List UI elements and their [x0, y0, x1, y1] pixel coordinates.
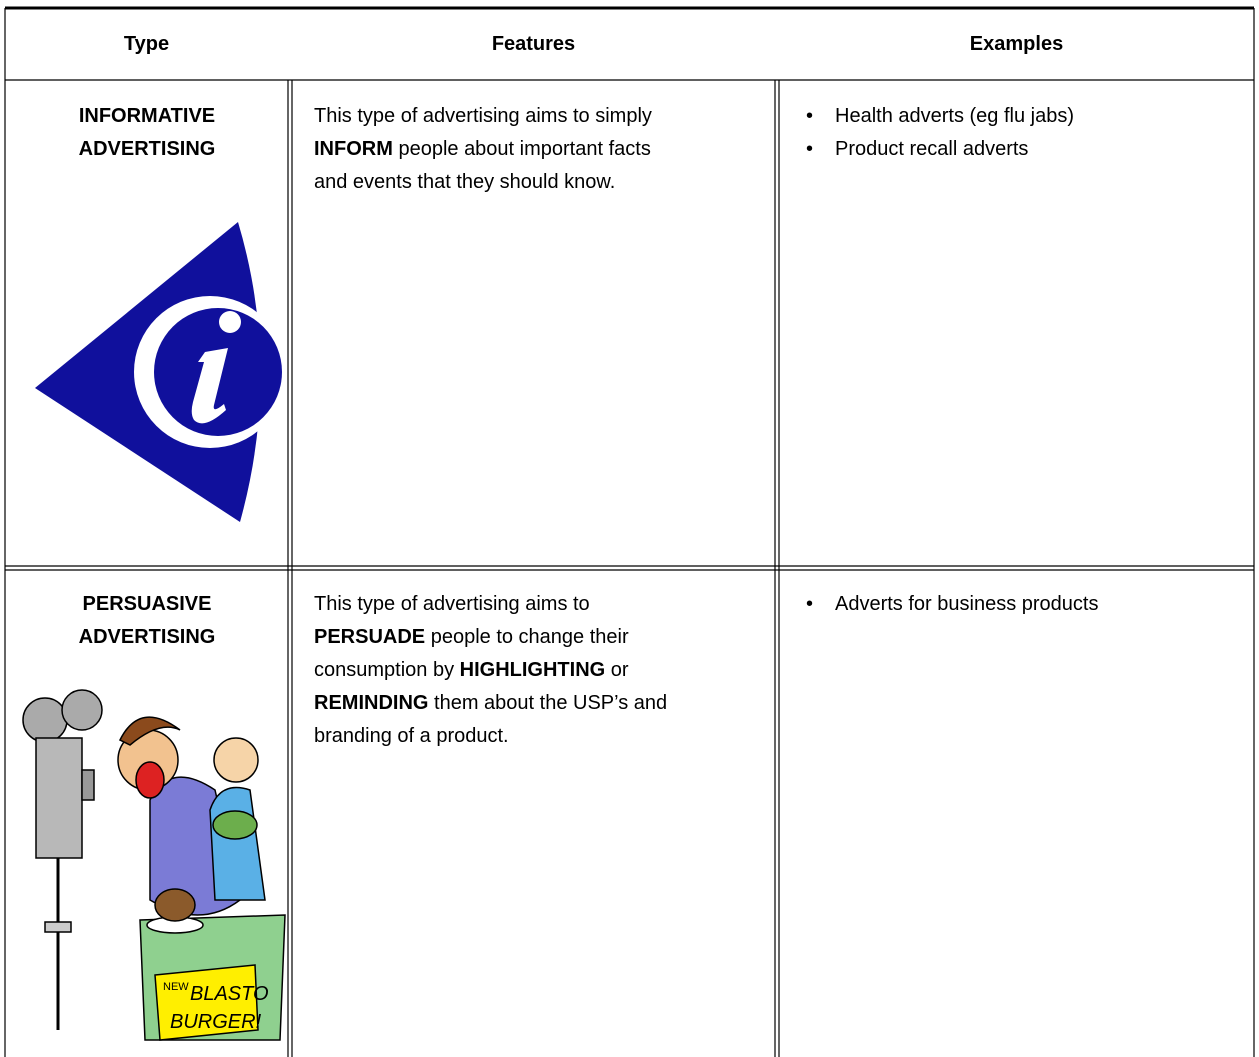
bold-text: REMINDING: [314, 692, 429, 714]
header-cell: Examples: [969, 33, 1064, 55]
info-icon: [35, 222, 286, 522]
text: them about the USP’s and branding of a p…: [314, 692, 668, 747]
type-cell: PERSUASIVE ADVERTISING: [78, 593, 216, 648]
bold-text: HIGHLIGHTING: [459, 659, 606, 681]
bold-text: INFORM: [314, 138, 393, 160]
type-cell: INFORMATIVE ADVERTISING: [78, 105, 216, 160]
text: This type of advertising aims to: [314, 593, 590, 615]
example-item: Health adverts (eg flu jabs): [806, 100, 1226, 133]
text: or: [605, 659, 629, 681]
text: people to change their consumption by: [314, 626, 629, 681]
features-cell: This type of advertising aims to PERSUAD…: [314, 588, 679, 753]
text: people about important facts and events …: [314, 138, 651, 193]
features-cell: This type of advertising aims to simply …: [314, 100, 679, 199]
header-cell: Features: [491, 33, 576, 55]
bold-text: PERSUADE: [314, 626, 426, 648]
examples-cell: Health adverts (eg flu jabs) Product rec…: [806, 100, 1226, 166]
sign-text: NEW: [163, 981, 189, 993]
sign-text: BLASTO: [190, 983, 269, 1005]
example-item: Product recall adverts: [806, 133, 1226, 166]
sign-text: BURGER!: [170, 1011, 262, 1033]
examples-cell: Adverts for business products: [806, 588, 1226, 621]
advert-cartoon: NEW BLASTO BURGER!: [22, 689, 286, 1041]
header-cell: Type: [123, 33, 170, 55]
text: This type of advertising aims to simply: [314, 105, 652, 127]
example-item: Adverts for business products: [806, 588, 1226, 621]
